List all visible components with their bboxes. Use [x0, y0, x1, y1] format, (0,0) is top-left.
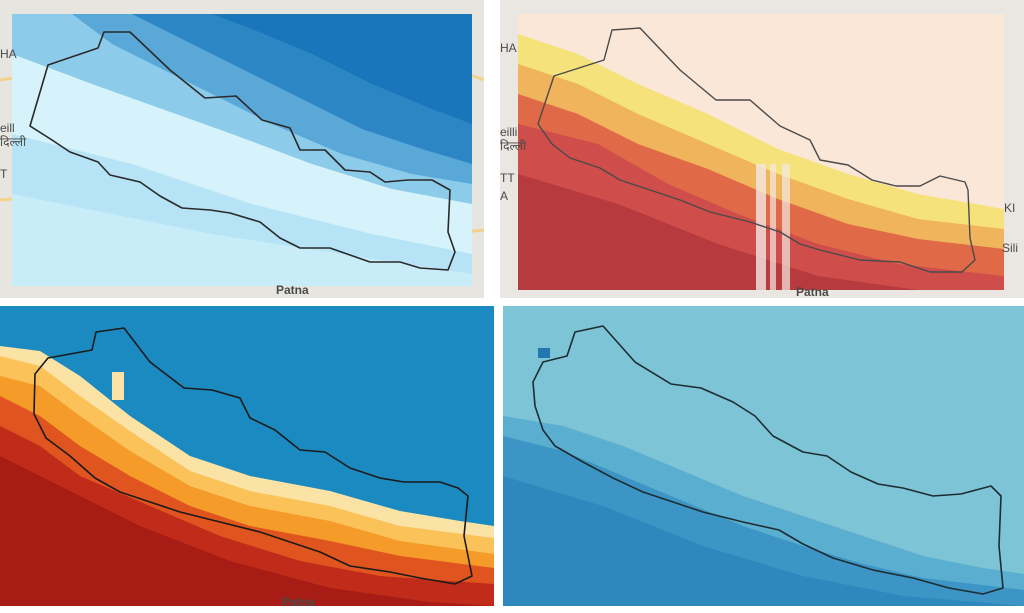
basemap-label: दिल्ली [0, 135, 27, 149]
basemap-label: Sili [1002, 241, 1018, 255]
basemap-label-patna: Patna [276, 283, 309, 297]
map-panel-bottom-left: Patna [0, 306, 494, 606]
map-panel-top-right: HA eilli दिल्ली TT A KI Sili Patna [500, 0, 1024, 298]
basemap-label-patna: Patna [282, 595, 315, 606]
map-panel-top-left: HA eill दिल्ली T Patna [0, 0, 484, 298]
nepal-border [29, 31, 456, 271]
map-canvas-bottom-right [503, 306, 1024, 606]
basemap-label-patna: Patna [796, 285, 829, 298]
map-canvas-top-left: HA eill दिल्ली T Patna [0, 0, 484, 298]
raster-overlay [12, 14, 472, 286]
nepal-border [532, 325, 1004, 595]
raster-overlay [518, 14, 1004, 290]
map-canvas-top-right: HA eilli दिल्ली TT A KI Sili Patna [500, 0, 1024, 298]
basemap-label: KI [1004, 201, 1015, 215]
raster-overlay [503, 348, 1024, 606]
basemap-label: HA [500, 41, 517, 55]
nepal-border [537, 27, 976, 273]
basemap-label: eill [0, 121, 15, 135]
basemap-label: दिल्ली [500, 139, 527, 153]
nepal-border [33, 327, 473, 585]
basemap-label: eilli [500, 125, 517, 139]
basemap-label: TT [500, 171, 515, 185]
map-canvas-bottom-left: Patna [0, 306, 494, 606]
basemap-label: T [0, 167, 8, 181]
map-panel-bottom-right [503, 306, 1024, 606]
raster-overlay [0, 346, 494, 606]
basemap-label: HA [0, 47, 17, 61]
basemap-label: A [500, 189, 508, 203]
